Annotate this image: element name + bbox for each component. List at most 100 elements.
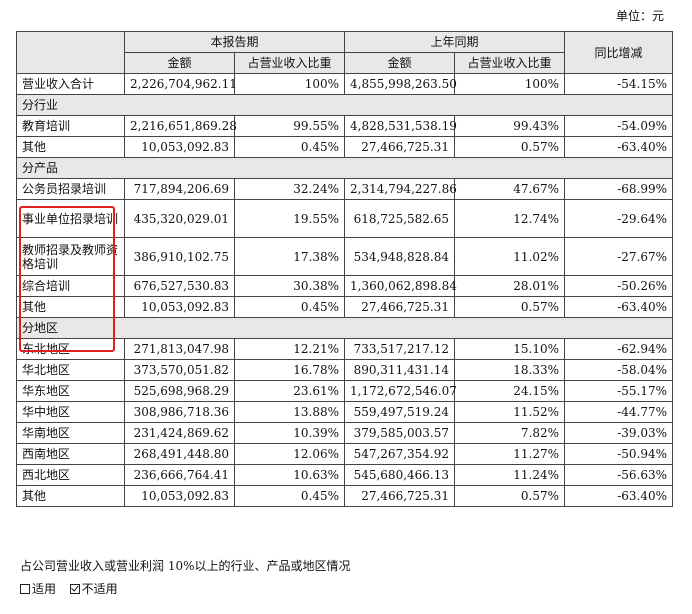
prev-amount-cell: 4,855,998,263.50: [344, 73, 457, 95]
cur-share-cell: 13.88%: [233, 401, 346, 423]
cur-share-cell: 0.45%: [233, 485, 346, 507]
row-label: 公务员招录培训: [16, 178, 125, 200]
prev-amount-cell: 27,466,725.31: [344, 136, 456, 158]
prev-share-cell: 0.57%: [454, 485, 566, 507]
yoy-cell: -55.17%: [564, 380, 674, 402]
table-row: 其他 10,053,092.83 0.45% 27,466,725.31 0.5…: [16, 136, 674, 158]
cur-share-cell: 32.24%: [233, 178, 346, 200]
section-row-region: 分地区: [15, 317, 674, 339]
prev-share-cell: 28.01%: [454, 275, 566, 297]
table-row: 东北地区 271,813,047.98 12.21% 733,517,217.1…: [16, 338, 674, 360]
prev-share-cell: 24.15%: [454, 380, 566, 402]
table-row: 教育培训 2,216,651,869.28 99.55% 4,828,531,5…: [16, 115, 674, 137]
section-title: 分产品: [15, 157, 674, 179]
yoy-cell: -27.67%: [564, 237, 674, 276]
row-label: 事业单位招录培训: [16, 199, 125, 238]
yoy-cell: -50.26%: [564, 275, 674, 297]
prev-amount-cell: 27,466,725.31: [344, 296, 456, 318]
yoy-cell: -63.40%: [564, 485, 674, 507]
prev-amount-cell: 1,360,062,898.84: [344, 275, 457, 297]
table-row: 综合培训 676,527,530.83 30.38% 1,360,062,898…: [16, 275, 674, 297]
cur-amount-cell: 435,320,029.01: [124, 199, 235, 238]
unit-label: 单位：元: [615, 9, 664, 23]
table-row: 其他 10,053,092.83 0.45% 27,466,725.31 0.5…: [16, 485, 674, 507]
cur-amount-cell: 271,813,047.98: [124, 338, 235, 360]
cur-amount-cell: 236,666,764.41: [124, 464, 235, 486]
cur-amount-cell: 10,053,092.83: [124, 296, 235, 318]
cur-share-cell: 12.06%: [233, 443, 346, 465]
cur-share-cell: 30.38%: [233, 275, 346, 297]
header-row-1: 本报告期 上年同期 同比增减: [16, 31, 674, 74]
row-label: 其他: [16, 136, 125, 158]
section-row-product: 分产品: [15, 157, 674, 179]
row-label: 华中地区: [16, 401, 125, 423]
prev-amount-cell: 618,725,582.65: [344, 199, 456, 238]
prev-share-cell: 11.24%: [454, 464, 566, 486]
cur-share-cell: 17.38%: [233, 237, 346, 276]
prev-share-cell: 7.82%: [454, 422, 566, 444]
yoy-cell: -58.04%: [564, 359, 674, 381]
cur-share-cell: 99.55%: [233, 115, 346, 137]
cur-share-cell: 12.21%: [233, 338, 346, 360]
cur-share-cell: 0.45%: [233, 136, 346, 158]
yoy-cell: -63.40%: [564, 136, 674, 158]
cur-amount-cell: 308,986,718.36: [124, 401, 235, 423]
cur-share-cell: 16.78%: [233, 359, 346, 381]
prev-amount-cell: 547,267,354.92: [344, 443, 456, 465]
prev-amount-cell: 1,172,672,546.07: [344, 380, 457, 402]
applicable-label: 适用: [32, 582, 57, 596]
cur-amount-cell: 386,910,102.75: [124, 237, 235, 276]
yoy-cell: -50.94%: [564, 443, 674, 465]
header-cur-amount: 金额: [124, 52, 235, 74]
cur-share-cell: 10.39%: [233, 422, 346, 444]
not-applicable-label: 不适用: [81, 582, 118, 596]
footnote: 占公司营业收入或营业利润 10%以上的行业、产品或地区情况: [20, 559, 351, 573]
yoy-cell: -54.15%: [564, 73, 674, 95]
prev-share-cell: 11.52%: [454, 401, 566, 423]
cur-amount-cell: 2,216,651,869.28: [124, 115, 237, 137]
prev-share-cell: 0.57%: [454, 296, 566, 318]
not-applicable-checkbox[interactable]: [69, 584, 80, 594]
yoy-cell: -62.94%: [564, 338, 674, 360]
cur-share-cell: 19.55%: [233, 199, 346, 238]
applicable-checkbox[interactable]: [20, 584, 30, 594]
yoy-cell: -54.09%: [564, 115, 674, 137]
table-row: 华南地区 231,424,869.62 10.39% 379,585,003.5…: [16, 422, 674, 444]
yoy-cell: -39.03%: [564, 422, 674, 444]
yoy-cell: -68.99%: [564, 178, 674, 200]
row-label: 教育培训: [16, 115, 125, 137]
prev-amount-cell: 890,311,431.14: [344, 359, 456, 381]
prev-amount-cell: 733,517,217.12: [344, 338, 456, 360]
cur-share-cell: 100%: [233, 73, 346, 95]
row-label: 营业收入合计: [16, 73, 125, 95]
cur-amount-cell: 268,491,448.80: [124, 443, 235, 465]
cur-share-cell: 23.61%: [233, 380, 346, 402]
cur-amount-cell: 231,424,869.62: [124, 422, 235, 444]
prev-share-cell: 99.43%: [454, 115, 566, 137]
row-label: 西北地区: [16, 464, 125, 486]
prev-share-cell: 11.27%: [454, 443, 566, 465]
yoy-cell: -29.64%: [564, 199, 674, 238]
header-prev-amount: 金额: [344, 52, 456, 74]
cur-amount-cell: 676,527,530.83: [124, 275, 235, 297]
table-row: 华东地区 525,698,968.29 23.61% 1,172,672,546…: [16, 380, 674, 402]
cur-amount-cell: 10,053,092.83: [124, 485, 235, 507]
cur-amount-cell: 2,226,704,962.11: [124, 73, 237, 95]
prev-share-cell: 12.74%: [454, 199, 566, 238]
row-label: 华北地区: [16, 359, 125, 381]
red-highlight-box: [19, 206, 115, 352]
row-label: 华东地区: [16, 380, 125, 402]
cur-share-cell: 10.63%: [233, 464, 346, 486]
row-label: 教师招录及教师资格培训: [16, 237, 125, 276]
section-title: 分行业: [15, 94, 674, 116]
header-yoy: 同比增减: [564, 31, 674, 74]
table-row: 华北地区 373,570,051.82 16.78% 890,311,431.1…: [16, 359, 674, 381]
table-row: 公务员招录培训 717,894,206.69 32.24% 2,314,794,…: [16, 178, 674, 200]
cur-amount-cell: 525,698,968.29: [124, 380, 235, 402]
prev-amount-cell: 534,948,828.84: [344, 237, 456, 276]
row-label: 其他: [16, 485, 125, 507]
prev-amount-cell: 2,314,794,227.86: [344, 178, 457, 200]
prev-share-cell: 11.02%: [454, 237, 566, 276]
prev-share-cell: 15.10%: [454, 338, 566, 360]
table-row: 西北地区 236,666,764.41 10.63% 545,680,466.1…: [16, 464, 674, 486]
